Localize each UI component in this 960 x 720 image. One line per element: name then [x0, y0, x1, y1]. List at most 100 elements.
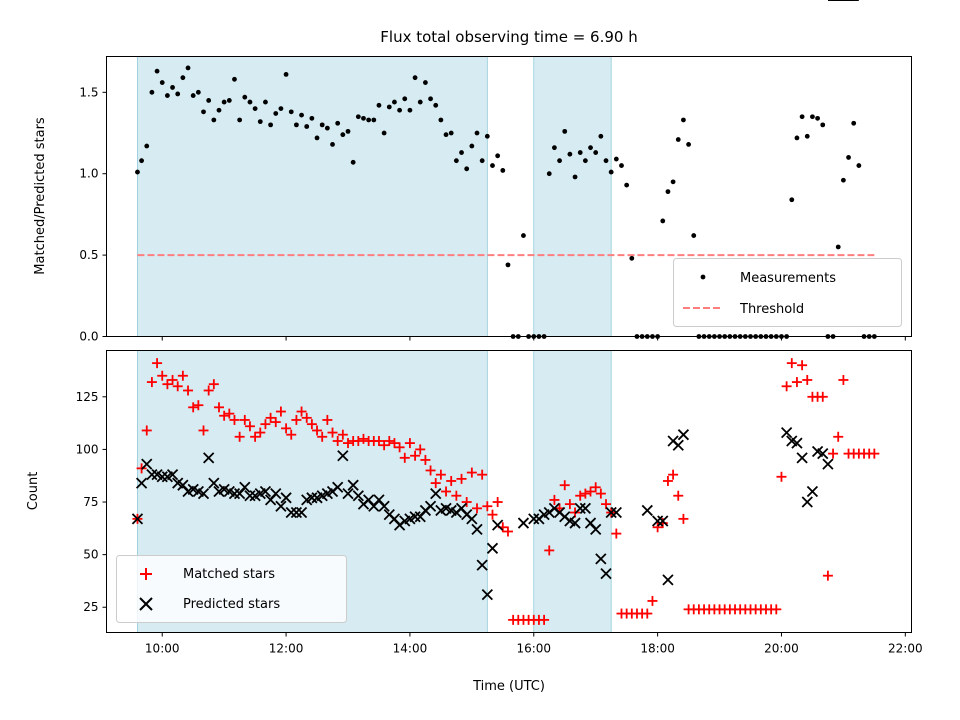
measurement-point: [324, 125, 330, 131]
count-panel-y-ticks: 25 50 75 100 125: [76, 390, 107, 614]
matched-star-point: [461, 497, 472, 508]
matched-star-point: [286, 429, 297, 440]
predicted-star-point: [135, 477, 148, 489]
measurement-point: [273, 111, 279, 116]
matched-star-point: [399, 452, 410, 463]
shaded-interval-1: [533, 56, 612, 337]
matched-star-point: [322, 414, 333, 425]
predicted-star-point: [595, 553, 607, 565]
matched-star-point: [265, 412, 276, 423]
measurement-point: [562, 128, 568, 134]
x-tick-label: 10:00: [145, 642, 180, 656]
measurement-point: [159, 80, 165, 85]
count-panel-legend-box: [116, 555, 347, 623]
predicted-star-point: [579, 502, 592, 514]
measurement-point: [660, 218, 666, 224]
matched-star-point: [270, 417, 281, 428]
predicted-star-point: [332, 481, 344, 493]
matched-star-point: [353, 435, 364, 446]
matched-star-point: [817, 391, 828, 402]
measurement-point: [593, 150, 599, 155]
measurement-point: [211, 117, 217, 123]
matched-star-point: [183, 385, 194, 396]
measurement-point: [299, 112, 304, 118]
measurement-point: [428, 96, 433, 102]
predicted-star-point: [131, 513, 144, 525]
measurement-point: [552, 145, 557, 151]
predicted-star-point: [430, 487, 442, 500]
predicted-star-point: [352, 490, 364, 502]
matched-star-point: [255, 427, 266, 438]
y-tick-label: 1.5: [79, 85, 98, 99]
measurement-point: [613, 156, 619, 162]
measurement-point: [376, 102, 382, 108]
matched-star-point: [492, 497, 503, 508]
y-tick-label: 50: [83, 548, 98, 562]
measurement-point: [448, 130, 454, 136]
measurement-point: [835, 244, 841, 250]
measurement-point: [417, 99, 423, 105]
matched-star-point: [802, 374, 813, 385]
ratio-panel-ylabel: Matched/Predicted stars: [33, 117, 48, 275]
matched-star-point: [435, 469, 446, 480]
measurement-point: [851, 120, 857, 126]
matched-star-point: [260, 419, 271, 430]
measurement-point: [856, 163, 862, 168]
matched-star-point: [337, 429, 348, 440]
matched-star-point: [343, 438, 353, 449]
matched-star-point: [482, 501, 493, 512]
measurement-point: [495, 153, 501, 159]
predicted-star-point: [239, 481, 251, 493]
shaded-interval-1: [533, 350, 612, 633]
measurement-point: [201, 109, 206, 115]
matched-star-point: [549, 494, 560, 505]
measurement-point: [670, 179, 676, 185]
measurement-point: [195, 89, 201, 95]
matched-star-point: [394, 442, 405, 453]
predicted-star-point: [228, 487, 241, 500]
measurement-point: [624, 182, 630, 188]
predicted-star-point: [677, 429, 690, 441]
predicted-star-point: [486, 542, 499, 554]
measurement-point: [216, 107, 222, 113]
matched-star-point: [188, 402, 199, 413]
measurement-point: [608, 169, 614, 175]
x-tick-label: 18:00: [640, 642, 675, 656]
matched-star-point: [275, 406, 286, 417]
measurement-point: [386, 104, 392, 110]
count-panel: 25 50 75 100 125 10:00 12:00 14:00 16:00 18:00 20…: [26, 0, 923, 694]
measurement-point: [815, 115, 820, 121]
predicted-star-point: [600, 567, 612, 580]
measurement-point: [443, 132, 449, 138]
measurement-point: [794, 135, 800, 141]
matched-star-point: [869, 448, 880, 459]
ratio-panel: 0.0 0.5 1.0 1.5 Matched/Predicted stars Mea…: [33, 56, 912, 344]
matched-star-point: [678, 513, 689, 524]
measurement-point: [139, 158, 144, 164]
matched-star-point: [776, 471, 787, 482]
predicted-star-point: [337, 450, 349, 462]
matched-star-point: [146, 377, 157, 388]
matched-star-point: [384, 435, 395, 446]
count-panel-legend: Matched stars Predicted stars: [116, 555, 347, 623]
measurement-point: [206, 98, 212, 103]
y-tick-label: 1.0: [79, 167, 98, 181]
measurement-point: [335, 120, 341, 126]
matched-star-point: [239, 414, 250, 425]
measurement-point: [567, 151, 573, 157]
measurement-point: [598, 133, 604, 139]
predicted-star-point: [517, 517, 530, 529]
count-panel-ylabel: Count: [26, 472, 41, 511]
matched-star-point: [379, 440, 390, 451]
measurement-point: [572, 174, 578, 180]
predicted-star-point: [409, 511, 421, 523]
measurement-point: [314, 135, 320, 141]
measurement-point: [577, 150, 583, 155]
x-tick-label: 14:00: [393, 642, 428, 656]
matched-star-point: [301, 412, 312, 423]
measurement-point: [675, 137, 681, 142]
measurement-point: [190, 93, 196, 98]
measurement-point: [361, 115, 366, 121]
matched-star-point: [441, 486, 452, 497]
